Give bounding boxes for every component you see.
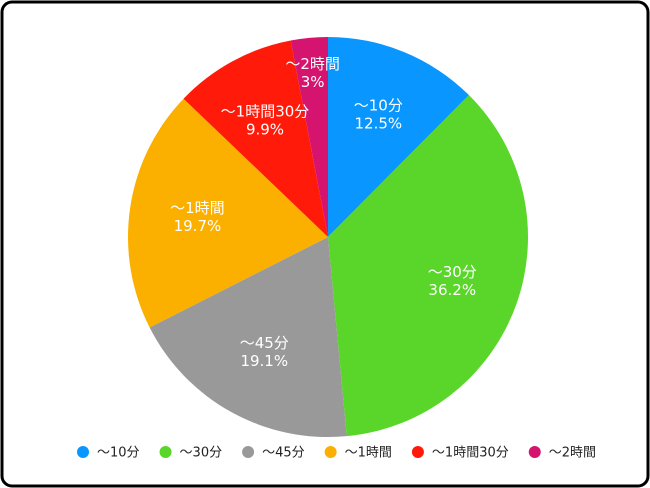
legend-item: ～10分 <box>77 446 140 461</box>
legend-swatch <box>411 446 424 458</box>
legend-item: ～45分 <box>242 446 305 461</box>
legend-item: ～1時間 <box>324 446 392 461</box>
slice-category: ～10分 <box>354 96 403 114</box>
legend-label: ～30分 <box>180 446 223 461</box>
legend: ～10分 ～30分 ～45分 ～1時間 ～1時間30分 ～2時間 <box>77 446 596 461</box>
pie-slice <box>290 37 328 237</box>
slice-value-label: 3% <box>301 73 325 91</box>
pie-slice <box>149 237 347 437</box>
slice-value-label: 36.2% <box>428 281 476 299</box>
slice-category: ～1時間 <box>170 199 225 217</box>
legend-label: ～45分 <box>262 446 305 461</box>
slice-value-label: 19.7% <box>174 217 222 235</box>
legend-swatch <box>528 446 541 458</box>
pie <box>128 37 528 437</box>
legend-swatch <box>77 446 89 458</box>
slice-category: ～2時間 <box>285 55 340 73</box>
slice-value-label: 9.9% <box>246 121 284 139</box>
legend-item: ～30分 <box>159 446 223 461</box>
slice-category: ～30分 <box>428 263 477 281</box>
pie-slice <box>328 95 528 437</box>
legend-item: ～1時間30分 <box>411 446 509 461</box>
legend-item: ～2時間 <box>528 446 596 461</box>
legend-label: ～10分 <box>97 446 140 461</box>
slice-category: ～1時間30分 <box>221 103 310 121</box>
slice-value-label: 19.1% <box>240 352 288 370</box>
pie-slice <box>183 40 328 237</box>
legend-swatch <box>324 446 337 458</box>
legend-label: ～1時間 <box>345 446 392 461</box>
legend-swatch <box>159 446 172 458</box>
pie-slice <box>128 98 328 328</box>
pie-slice <box>328 37 469 237</box>
slice-value-label: 12.5% <box>354 114 402 132</box>
legend-label: ～1時間30分 <box>432 446 509 461</box>
slice-category: ～45分 <box>240 334 289 352</box>
legend-swatch <box>242 446 255 458</box>
legend-label: ～2時間 <box>549 446 596 461</box>
